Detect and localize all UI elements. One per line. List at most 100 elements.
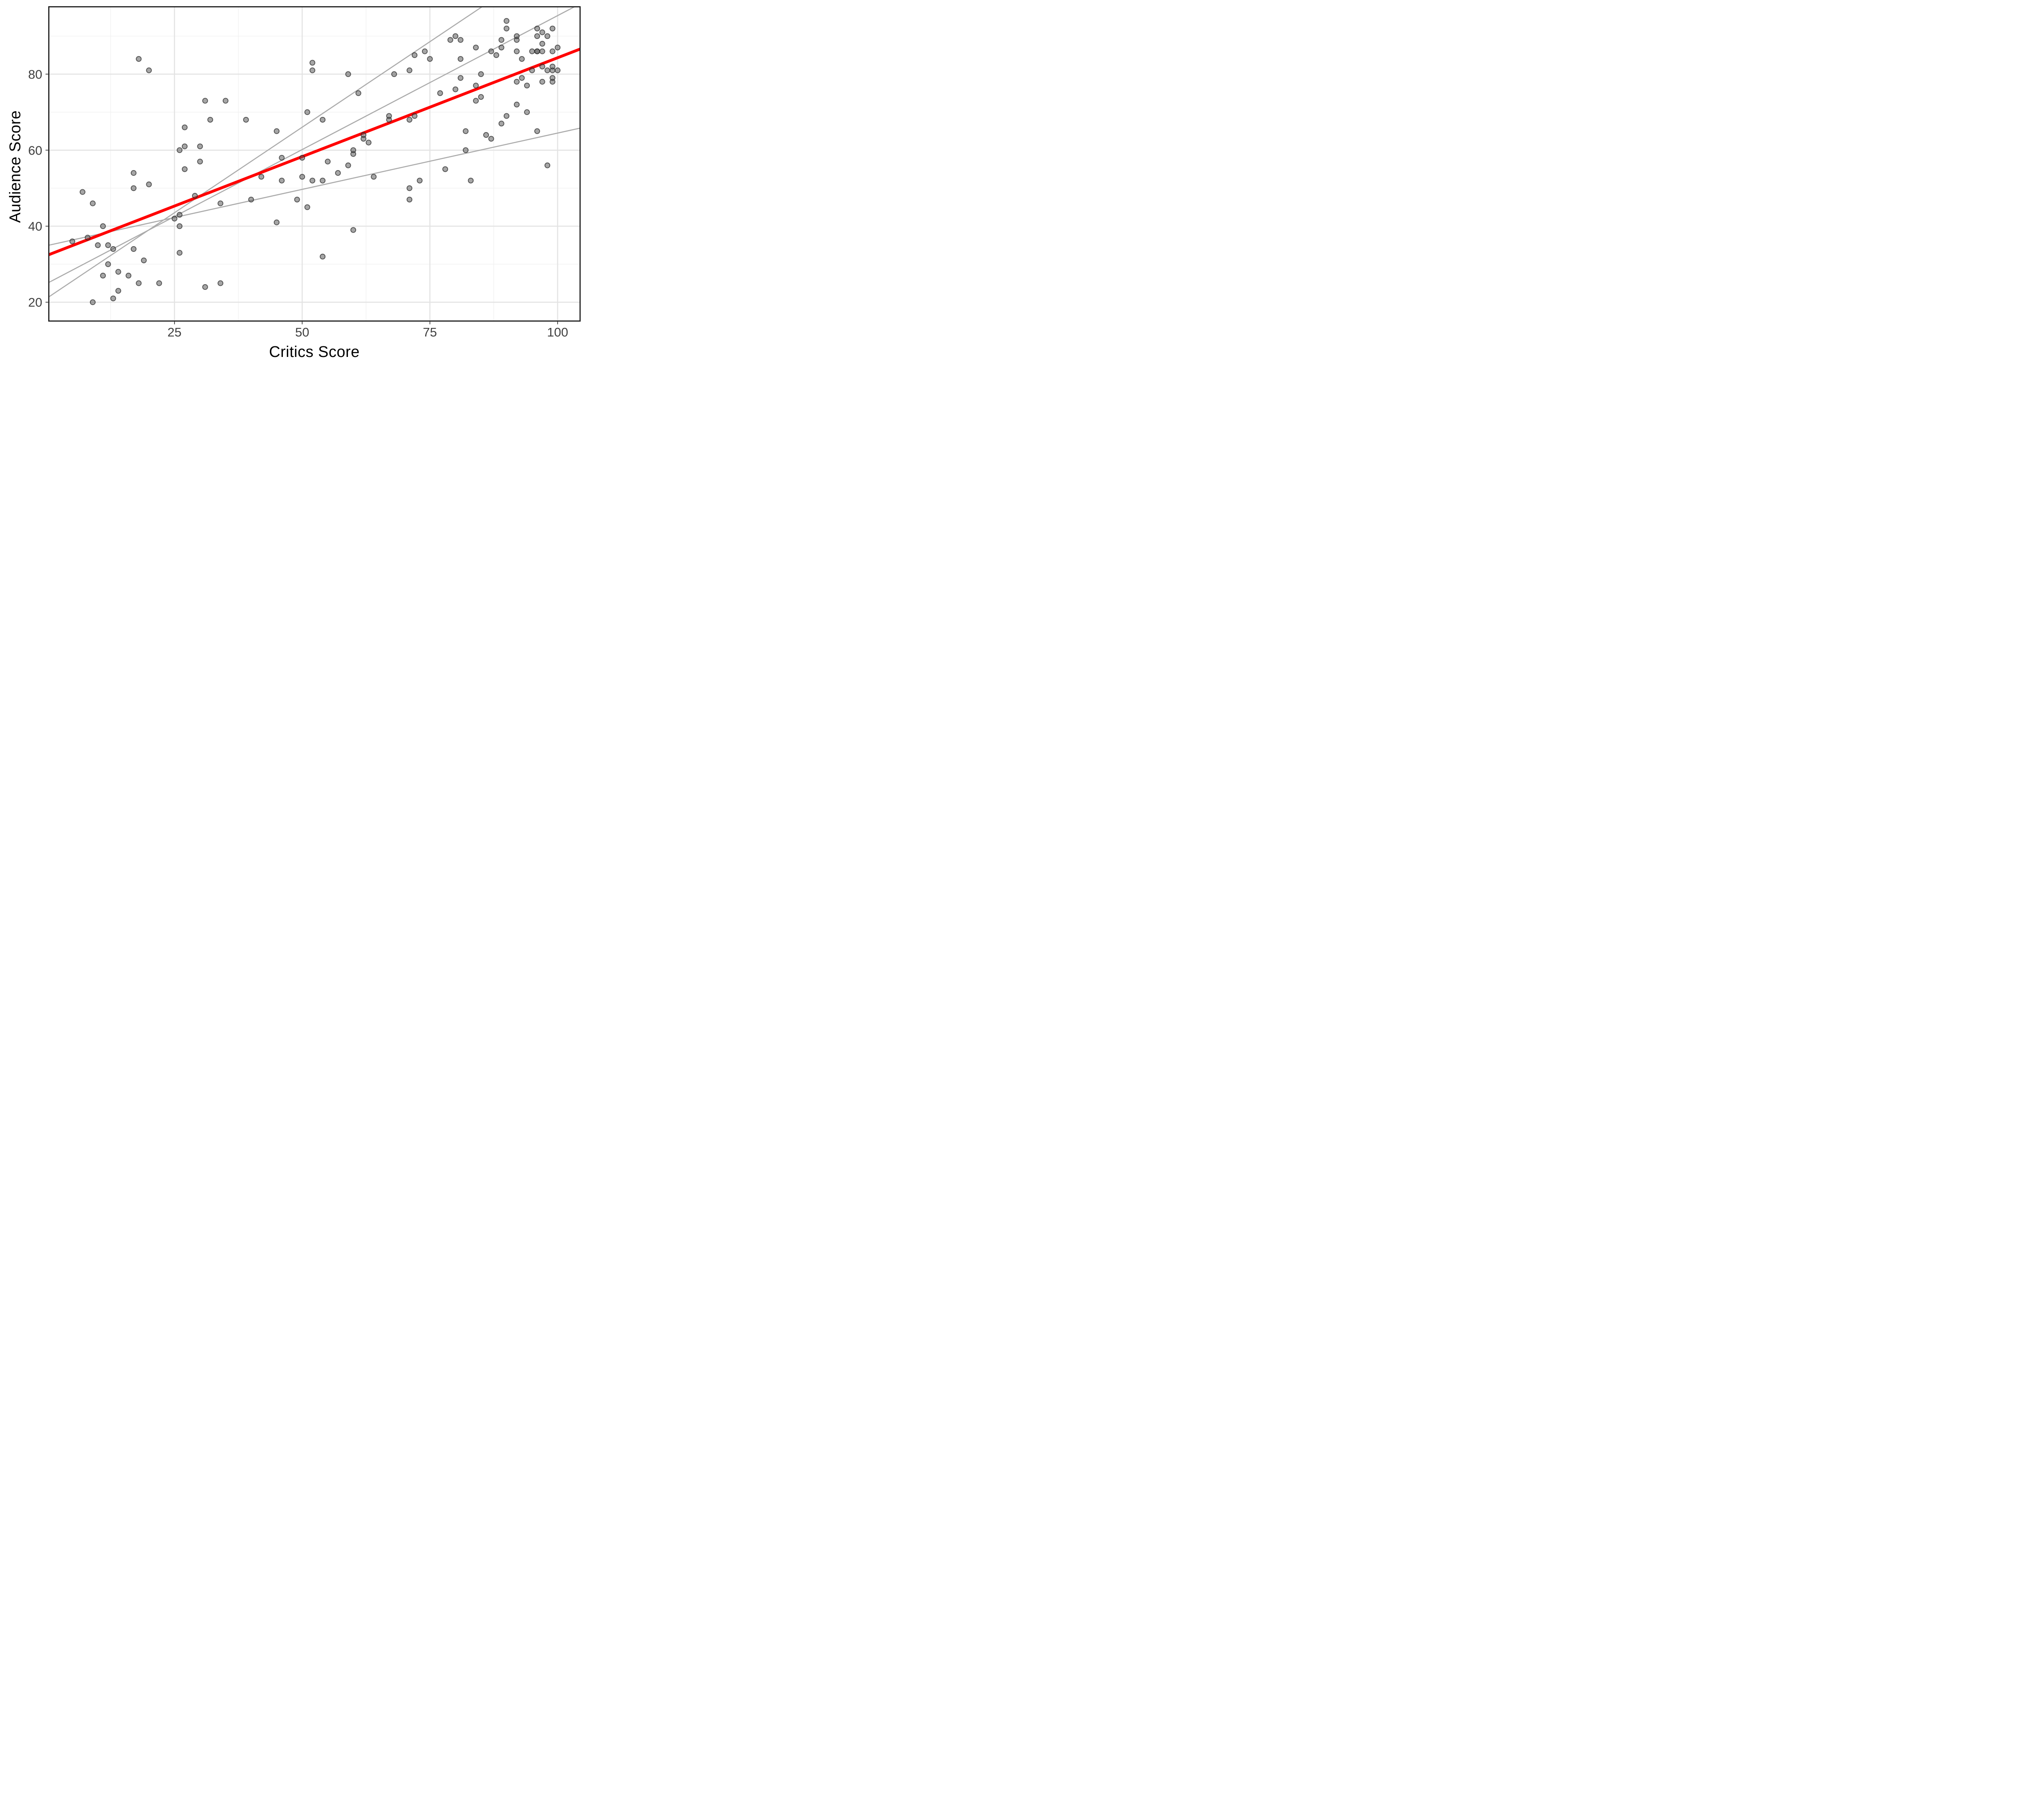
data-point	[524, 83, 530, 89]
data-point	[85, 235, 91, 241]
data-point	[422, 48, 428, 54]
data-point	[478, 94, 484, 100]
scatter-plot-svg: 25 50 75 100 20 40 60 80	[28, 6, 581, 339]
data-point	[320, 177, 326, 184]
data-point	[304, 109, 310, 115]
data-point	[504, 25, 510, 31]
data-point	[136, 280, 142, 286]
data-point	[473, 83, 479, 89]
data-point	[534, 25, 540, 31]
svg-text:40: 40	[28, 219, 42, 233]
data-point	[513, 48, 520, 54]
data-point	[391, 71, 397, 77]
data-point	[156, 280, 162, 286]
data-point	[197, 143, 203, 150]
data-point	[141, 257, 147, 263]
data-point	[549, 48, 556, 54]
data-point	[294, 197, 300, 203]
data-point	[217, 200, 224, 206]
data-point	[406, 197, 412, 203]
data-point	[457, 56, 464, 62]
data-point	[355, 90, 361, 96]
data-point	[549, 25, 556, 31]
data-point	[130, 170, 137, 176]
data-point	[258, 174, 264, 180]
y-tick-labels: 20 40 60 80	[28, 67, 42, 310]
data-point	[539, 79, 545, 85]
data-point	[243, 117, 249, 123]
data-point	[437, 90, 443, 96]
data-point	[513, 101, 520, 108]
data-point	[534, 48, 540, 54]
data-point	[350, 147, 356, 153]
data-point	[309, 177, 316, 184]
svg-text:25: 25	[168, 325, 182, 339]
data-point	[115, 288, 121, 294]
y-axis-title: Audience Score	[7, 110, 24, 223]
data-point	[534, 128, 540, 134]
data-point	[539, 48, 545, 54]
data-point	[320, 117, 326, 123]
data-point	[549, 63, 556, 70]
data-point	[202, 98, 208, 104]
data-point	[90, 299, 96, 305]
data-point	[335, 170, 341, 176]
data-point	[79, 189, 85, 195]
data-point	[217, 280, 224, 286]
data-point	[115, 269, 121, 275]
panel-border	[48, 6, 581, 322]
data-point	[110, 246, 116, 252]
data-point	[453, 33, 459, 39]
sample-fit-line-1	[49, 128, 580, 246]
data-point	[534, 33, 540, 39]
data-point	[371, 174, 377, 180]
data-point	[130, 246, 137, 252]
overall-fit-line	[49, 47, 580, 256]
data-point	[442, 166, 448, 172]
data-point	[299, 155, 305, 161]
data-point	[350, 227, 356, 233]
data-point	[539, 29, 545, 36]
grid-minor	[49, 7, 580, 321]
data-point	[309, 60, 316, 66]
data-point	[105, 261, 111, 267]
data-point	[504, 113, 510, 119]
data-point	[171, 215, 177, 222]
data-point	[146, 67, 152, 74]
data-point	[299, 174, 305, 180]
data-point	[457, 37, 464, 43]
data-point	[182, 124, 188, 130]
data-point	[524, 109, 530, 115]
data-point	[406, 185, 412, 191]
data-point	[554, 67, 561, 74]
x-tick-labels: 25 50 75 100	[168, 325, 568, 339]
data-point	[498, 45, 504, 51]
data-point	[539, 63, 545, 70]
data-point	[192, 193, 198, 199]
data-point	[136, 56, 142, 62]
data-point	[483, 132, 489, 138]
data-point	[197, 159, 203, 165]
data-point	[304, 204, 310, 210]
data-point	[177, 223, 183, 229]
data-point	[182, 143, 188, 150]
data-point	[498, 121, 504, 127]
data-point	[130, 185, 137, 191]
data-point	[468, 177, 474, 184]
data-point	[248, 197, 254, 203]
data-point	[488, 48, 494, 54]
data-point	[463, 147, 469, 153]
data-point	[95, 242, 101, 248]
data-point	[361, 132, 367, 138]
data-point	[325, 159, 331, 165]
scatter-points-layer	[69, 18, 561, 305]
data-point	[273, 219, 280, 225]
svg-text:75: 75	[423, 325, 437, 339]
data-point	[345, 71, 351, 77]
data-point	[100, 223, 106, 229]
data-point	[69, 238, 75, 244]
data-point	[488, 136, 494, 142]
data-point	[207, 117, 213, 123]
svg-text:20: 20	[28, 295, 42, 310]
data-point	[447, 37, 453, 43]
